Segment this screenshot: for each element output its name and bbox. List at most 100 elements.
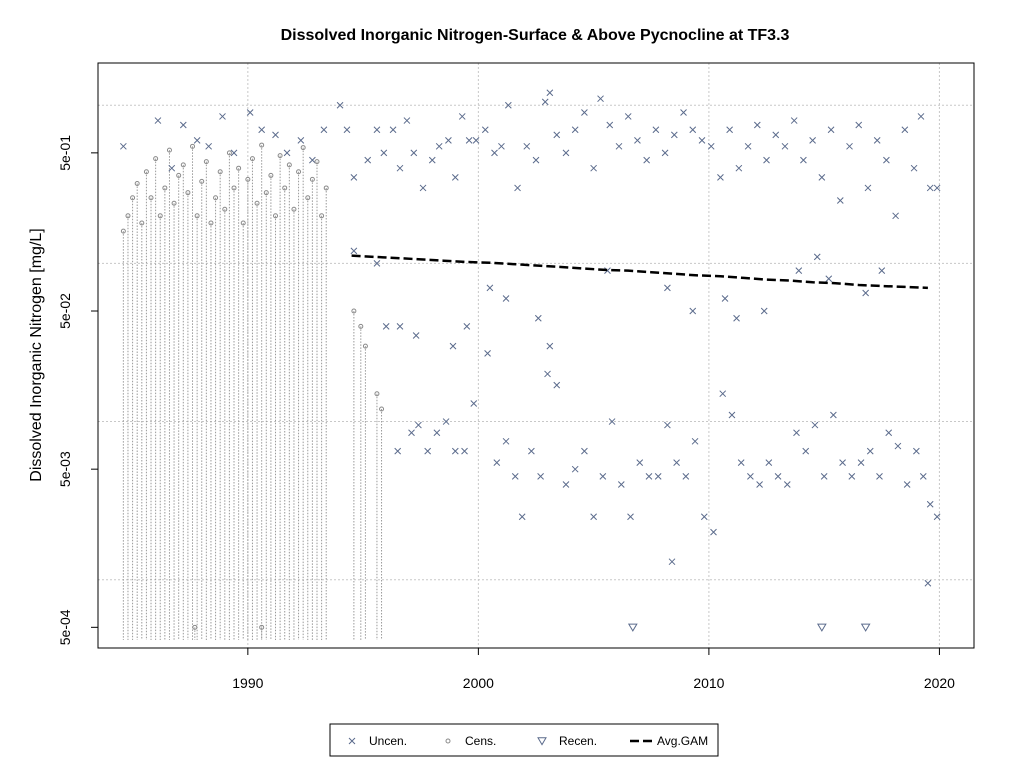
- uncensored-point: [830, 411, 837, 419]
- uncensored-point: [283, 149, 291, 157]
- censored-point: [263, 190, 269, 196]
- uncensored-point: [424, 447, 432, 455]
- uncensored-point: [537, 473, 544, 480]
- uncensored-point: [428, 156, 436, 164]
- uncensored-point: [511, 473, 519, 480]
- uncensored-point: [811, 421, 819, 429]
- censored-point: [162, 185, 168, 191]
- censored-point: [358, 323, 364, 329]
- uncensored-point: [571, 465, 579, 473]
- censored-point: [305, 195, 311, 201]
- uncensored-point: [534, 314, 542, 322]
- uncensored-point: [774, 473, 782, 480]
- uncensored-point: [809, 136, 816, 144]
- uncensored-point: [781, 142, 789, 150]
- uncensored-point: [518, 513, 526, 521]
- uncensored-point: [926, 500, 934, 508]
- uncensored-point: [885, 429, 893, 437]
- uncensored-point: [721, 295, 729, 302]
- uncensored-point: [571, 126, 579, 134]
- censored-point: [208, 220, 214, 226]
- uncensored-point: [818, 174, 826, 181]
- censored-point: [249, 156, 255, 162]
- uncensored-point: [827, 126, 835, 134]
- uncensored-point: [661, 149, 669, 157]
- uncensored-point: [562, 149, 570, 157]
- uncensored-point: [737, 459, 745, 466]
- y-tick-label: 5e-04: [57, 609, 73, 645]
- censored-point: [153, 156, 159, 162]
- uncensored-point: [892, 212, 899, 220]
- censored-point: [185, 190, 191, 196]
- y-tick-label: 5e-01: [57, 135, 73, 171]
- uncensored-point: [717, 174, 724, 181]
- censored-point: [245, 176, 251, 182]
- uncensored-point: [673, 459, 680, 466]
- uncensored-point: [933, 184, 941, 192]
- uncensored-point: [643, 156, 651, 164]
- y-axis-label: Dissolved Inorganic Nitrogen [mg/L]: [28, 228, 45, 481]
- uncensored-point: [581, 447, 588, 455]
- uncensored-point: [415, 421, 422, 429]
- censored-point: [190, 143, 196, 149]
- uncensored-point: [700, 513, 708, 521]
- censored-point: [374, 391, 380, 397]
- uncensored-point: [230, 149, 238, 157]
- uncensored-point: [461, 447, 468, 455]
- censored-point: [217, 169, 223, 175]
- uncensored-point: [484, 349, 491, 357]
- uncensored-point: [154, 117, 162, 124]
- uncensored-point: [710, 528, 717, 536]
- uncensored-point: [419, 184, 427, 192]
- uncensored-point: [246, 109, 254, 116]
- uncensored-point: [820, 473, 828, 480]
- uncensored-point: [272, 131, 279, 139]
- uncensored-point: [919, 473, 927, 480]
- censored-point: [319, 213, 325, 219]
- uncensored-point: [309, 156, 316, 164]
- uncensored-point: [753, 121, 761, 129]
- uncensored-point: [763, 156, 770, 164]
- uncensored-point: [523, 142, 531, 150]
- x-tick-label: 2000: [463, 675, 494, 691]
- uncensored-point: [445, 136, 452, 144]
- censored-point: [231, 185, 237, 191]
- censored-point: [268, 172, 274, 178]
- uncensored-point: [760, 307, 768, 315]
- x-tick-label: 2020: [924, 675, 955, 691]
- uncensored-point: [382, 322, 390, 330]
- uncensored-point: [458, 113, 466, 120]
- legend-item: Cens.: [445, 734, 496, 748]
- censored-point: [296, 169, 302, 175]
- uncensored-point: [410, 149, 418, 157]
- uncensored-point: [219, 113, 226, 120]
- legend-label: Cens.: [465, 734, 496, 748]
- uncensored-point: [481, 126, 489, 134]
- uncensored-point: [608, 418, 616, 425]
- uncensored-point: [627, 513, 634, 521]
- censored-point: [130, 195, 136, 201]
- censored-point: [125, 213, 131, 219]
- x-axis: 1990 2000 2010 2020: [232, 648, 955, 691]
- censored-point: [259, 142, 265, 148]
- uncensored-point: [615, 142, 623, 150]
- uncensored-point: [813, 253, 821, 261]
- censored-point: [273, 213, 279, 219]
- uncensored-point: [502, 437, 510, 445]
- uncensored-point: [544, 370, 551, 378]
- uncensored-point: [604, 267, 611, 274]
- recensored-point: [627, 623, 638, 632]
- censored-point: [379, 406, 385, 412]
- uncensored-point: [498, 142, 505, 150]
- uncensored-point: [933, 513, 941, 521]
- legend-item: Avg.GAM: [630, 734, 708, 748]
- uncensored-point: [864, 184, 872, 192]
- censored-point: [139, 220, 145, 226]
- uncensored-point: [514, 184, 521, 192]
- uncensored-point: [493, 459, 501, 466]
- uncensored-point: [562, 481, 570, 488]
- uncensored-point: [343, 126, 351, 134]
- legend-triangle-icon: [537, 737, 547, 746]
- uncensored-point: [783, 481, 791, 488]
- censored-point: [176, 172, 182, 178]
